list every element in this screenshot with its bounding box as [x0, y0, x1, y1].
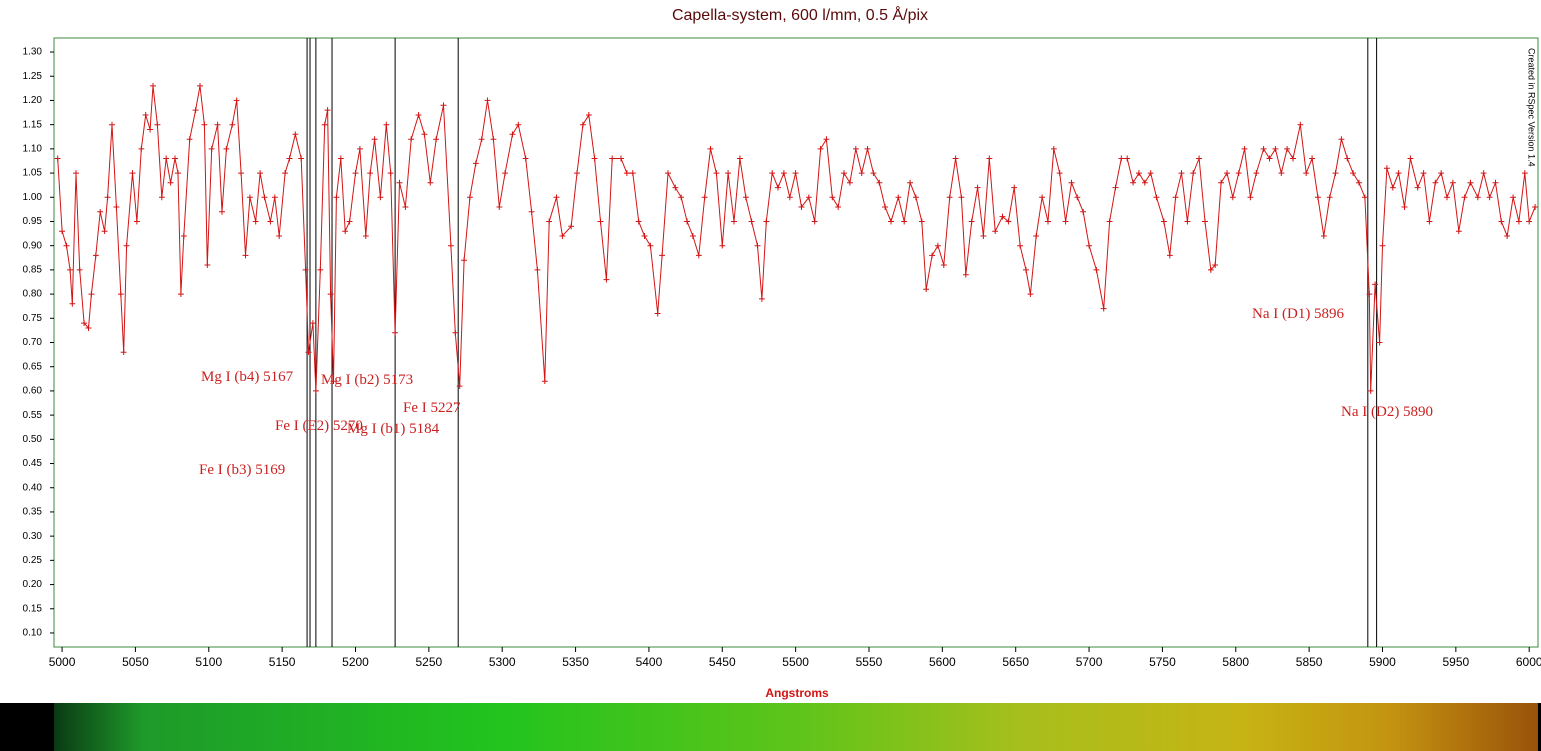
y-tick-label: 0.55 [23, 410, 43, 421]
y-tick-label: 0.85 [23, 265, 43, 276]
y-tick-label: 0.75 [23, 313, 43, 324]
y-tick-label: 0.60 [23, 386, 43, 397]
annotation-label: Fe I 5227 [403, 400, 461, 416]
y-tick-label: 1.10 [23, 143, 43, 154]
x-tick-label: 5350 [562, 655, 589, 669]
y-tick-label: 1.00 [23, 192, 43, 203]
x-tick-label: 5850 [1296, 655, 1323, 669]
spectrum-line [54, 82, 1539, 394]
annotation-label: Fe I (E2) 5270 [275, 418, 363, 434]
y-tick-label: 0.20 [23, 579, 43, 590]
x-tick-label: 5600 [929, 655, 956, 669]
annotation-label: Mg I (b4) 5167 [201, 369, 294, 385]
x-tick-label: 5900 [1369, 655, 1396, 669]
x-tick-label: 5200 [342, 655, 369, 669]
y-tick-label: 1.05 [23, 168, 43, 179]
x-tick-label: 5150 [269, 655, 296, 669]
x-tick-label: 5650 [1002, 655, 1029, 669]
y-tick-label: 1.30 [23, 47, 43, 58]
x-tick-label: 5800 [1222, 655, 1249, 669]
y-tick-label: 0.35 [23, 507, 43, 518]
x-tick-label: 5750 [1149, 655, 1176, 669]
x-tick-label: 5100 [195, 655, 222, 669]
plot-frame [53, 37, 1539, 648]
y-tick-label: 0.65 [23, 361, 43, 372]
x-tick-label: 6000 [1516, 655, 1541, 669]
y-tick-label: 0.10 [23, 628, 43, 639]
spectrum-strip [54, 703, 1538, 751]
x-tick-label: 5950 [1442, 655, 1469, 669]
y-tick-label: 0.90 [23, 240, 43, 251]
y-tick-label: 0.15 [23, 603, 43, 614]
y-tick-label: 1.15 [23, 119, 43, 130]
y-tick-label: 0.25 [23, 555, 43, 566]
y-tick-label: 0.70 [23, 337, 43, 348]
x-tick-label: 5250 [415, 655, 442, 669]
x-tick-label: 5050 [122, 655, 149, 669]
software-note: Created in RSpec Version 1.4 [1527, 48, 1537, 167]
x-tick-label: 5700 [1076, 655, 1103, 669]
y-tick-label: 0.30 [23, 531, 43, 542]
x-tick-label: 5450 [709, 655, 736, 669]
y-tick-label: 1.25 [23, 71, 43, 82]
annotation-label: Mg I (b1) 5184 [347, 421, 440, 437]
x-tick-label: 5400 [636, 655, 663, 669]
x-axis-label: Angstroms [765, 686, 829, 700]
annotation-label: Na I (D1) 5896 [1252, 306, 1345, 322]
chart-title: Capella-system, 600 l/mm, 0.5 Å/pix [672, 5, 928, 24]
y-tick-label: 0.40 [23, 482, 43, 493]
y-tick-label: 1.20 [23, 95, 43, 106]
annotation-label: Na I (D2) 5890 [1341, 404, 1433, 420]
x-tick-label: 5000 [49, 655, 76, 669]
annotation-label: Mg I (b2) 5173 [321, 372, 413, 388]
y-tick-label: 0.45 [23, 458, 43, 469]
annotation-label: Fe I (b3) 5169 [199, 462, 285, 478]
x-tick-label: 5300 [489, 655, 516, 669]
x-tick-label: 5500 [782, 655, 809, 669]
x-tick-label: 5550 [856, 655, 883, 669]
y-tick-label: 0.80 [23, 289, 43, 300]
y-tick-label: 0.95 [23, 216, 43, 227]
y-tick-label: 0.50 [23, 434, 43, 445]
